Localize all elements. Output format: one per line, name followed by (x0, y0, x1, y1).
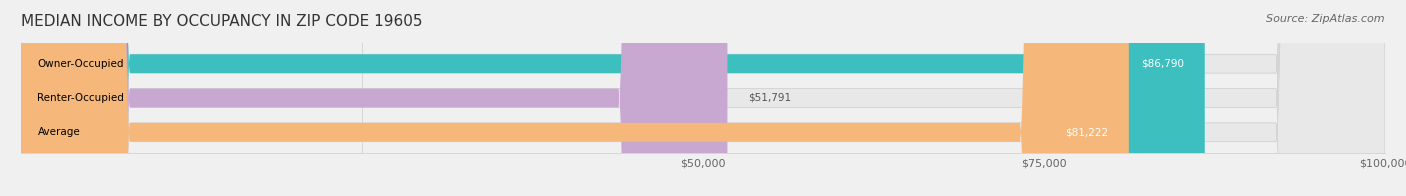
FancyBboxPatch shape (21, 0, 1385, 196)
FancyBboxPatch shape (21, 0, 1129, 196)
FancyBboxPatch shape (21, 0, 1385, 196)
FancyBboxPatch shape (21, 0, 1385, 196)
Text: $81,222: $81,222 (1066, 127, 1108, 137)
Text: Renter-Occupied: Renter-Occupied (38, 93, 124, 103)
Text: $51,791: $51,791 (748, 93, 792, 103)
FancyBboxPatch shape (21, 0, 727, 196)
Text: Average: Average (38, 127, 80, 137)
Text: Owner-Occupied: Owner-Occupied (38, 59, 124, 69)
FancyBboxPatch shape (21, 0, 1205, 196)
Text: $86,790: $86,790 (1142, 59, 1184, 69)
Text: Source: ZipAtlas.com: Source: ZipAtlas.com (1267, 14, 1385, 24)
Text: MEDIAN INCOME BY OCCUPANCY IN ZIP CODE 19605: MEDIAN INCOME BY OCCUPANCY IN ZIP CODE 1… (21, 14, 423, 29)
